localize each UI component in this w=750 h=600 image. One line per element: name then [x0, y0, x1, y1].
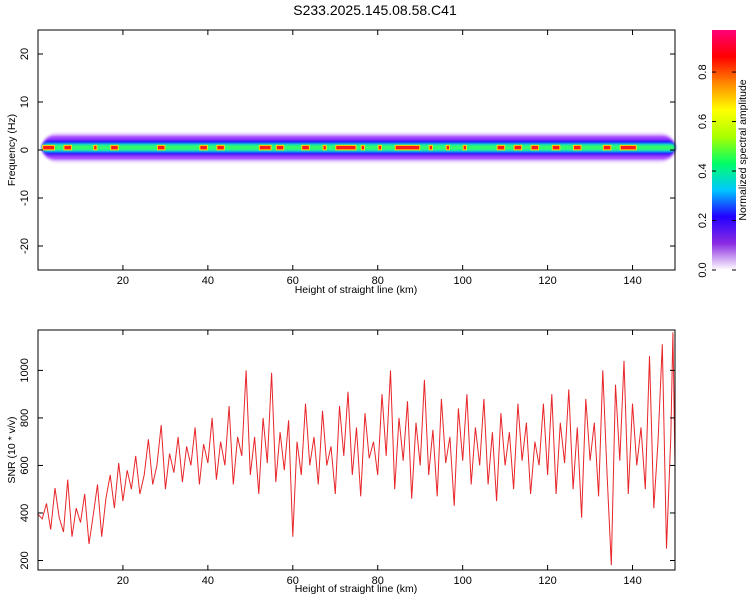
- spectrogram-x-axis-label: Height of straight line (km): [295, 284, 418, 296]
- spectrogram-y-tick-label: -10: [19, 190, 31, 206]
- band-peak-segment: [157, 145, 165, 150]
- band-peak-segment: [429, 145, 432, 150]
- spectrogram-y-tick-label: -20: [19, 238, 31, 254]
- colorbar: 0.0 0.2 0.4 0.6 0.8 Normalized spectral ampl…: [697, 30, 749, 278]
- colorbar-label: Normalized spectral amplitude: [737, 79, 749, 220]
- spectrogram-panel: 20 40 60 80 100 120 140 -20 -10 0 10 20 Height of …: [6, 29, 676, 296]
- band-peak-segment: [603, 145, 611, 150]
- band-peak-segment: [620, 145, 636, 150]
- band-peak-segment: [111, 145, 118, 150]
- colorbar-tick-label: 0.4: [697, 163, 709, 178]
- band-peak-segment: [336, 145, 356, 150]
- spectrogram-x-tick-label: 100: [453, 275, 471, 287]
- snr-x-tick-label: 120: [538, 575, 556, 587]
- spectrogram-x-ticks: 20 40 60 80 100 120 140: [117, 30, 642, 287]
- snr-x-tick-label: 20: [117, 575, 129, 587]
- spectrogram-y-ticks: -20 -10 0 10 20: [19, 48, 675, 254]
- colorbar-ticks: 0.0 0.2 0.4 0.6 0.8: [697, 64, 736, 278]
- snr-x-tick-label: 40: [202, 575, 214, 587]
- band-peak-segment: [302, 145, 309, 150]
- spectrogram-x-tick-label: 120: [538, 275, 556, 287]
- band-peak-segment: [552, 145, 560, 150]
- spectrogram-x-tick-label: 140: [623, 275, 641, 287]
- band-peak-segment: [378, 145, 381, 150]
- snr-y-axis-label: SNR (10 * v/v): [6, 416, 18, 483]
- snr-x-ticks: 20 40 60 80 100 120 140: [117, 330, 642, 587]
- spectrogram-y-tick-label: 10: [19, 96, 31, 108]
- band-peak-segment: [217, 145, 224, 150]
- spectrogram-y-axis-label: Frequency (Hz): [6, 114, 18, 186]
- band-peak-segment: [361, 145, 364, 150]
- snr-y-tick-label: 600: [19, 456, 31, 474]
- spectrogram-x-tick-label: 40: [202, 275, 214, 287]
- colorbar-tick-label: 0.8: [697, 64, 709, 79]
- band-peak-segment: [497, 145, 505, 150]
- band-peak-segment: [94, 145, 97, 150]
- band-peak-segment: [446, 145, 449, 150]
- band-peak-segment: [531, 145, 539, 150]
- band-peak-segment: [64, 145, 71, 150]
- snr-x-tick-label: 80: [372, 575, 384, 587]
- band-peak-segment: [200, 145, 207, 150]
- snr-panel: 20 40 60 80 100 120 140 200 400 600 800 1000 Heigh…: [6, 329, 676, 595]
- snr-x-tick-label: 140: [623, 575, 641, 587]
- snr-y-ticks: 200 400 600 800 1000: [19, 358, 675, 570]
- chart-title: S233.2025.145.08.58.C41: [293, 2, 457, 18]
- band-peak-segment: [323, 145, 326, 150]
- band-peak-segment: [574, 145, 581, 150]
- band-peak-segment: [276, 145, 284, 150]
- colorbar-gradient: [712, 30, 736, 270]
- spectrogram-y-tick-label: 0: [19, 147, 31, 153]
- spectral-band: [42, 132, 676, 163]
- spectrogram-x-tick-label: 80: [372, 275, 384, 287]
- band-peak-segment: [43, 145, 54, 150]
- band-peak-segment: [259, 145, 271, 150]
- snr-x-tick-label: 60: [287, 575, 299, 587]
- snr-x-axis-label: Height of straight line (km): [295, 583, 418, 595]
- band-peak-segment: [463, 145, 466, 150]
- snr-plot-frame: [37, 329, 676, 571]
- spectrogram-x-tick-label: 60: [287, 275, 299, 287]
- snr-y-tick-label: 200: [19, 551, 31, 569]
- snr-y-tick-label: 1000: [19, 358, 31, 382]
- band-peak-segment: [514, 145, 522, 150]
- spectrogram-y-tick-label: 20: [19, 48, 31, 60]
- spectrogram-x-tick-label: 20: [117, 275, 129, 287]
- snr-series-line: [37, 332, 676, 566]
- snr-y-tick-label: 800: [19, 409, 31, 427]
- colorbar-tick-label: 0.0: [697, 262, 709, 277]
- band-peak-segment: [395, 145, 420, 150]
- snr-y-tick-label: 400: [19, 504, 31, 522]
- colorbar-tick-label: 0.2: [697, 213, 709, 228]
- snr-x-tick-label: 100: [453, 575, 471, 587]
- colorbar-tick-label: 0.6: [697, 114, 709, 129]
